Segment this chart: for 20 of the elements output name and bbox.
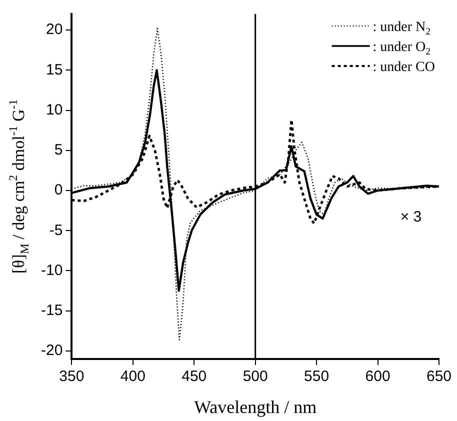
y-tick-label: -15 — [40, 302, 63, 319]
x-tick-label: 500 — [242, 368, 268, 386]
x-tick-label: 450 — [182, 368, 207, 386]
x-axis-title: Wavelength / nm — [194, 397, 317, 417]
y-tick-label: 10 — [46, 101, 63, 118]
y-tick-label: -5 — [49, 222, 63, 239]
y-tick-label: 15 — [46, 61, 63, 78]
y-axis-title: [θ]M / deg cm2 dmol-1 G-1 — [6, 99, 32, 274]
y-tick-label: 0 — [54, 182, 63, 199]
y-tick-label: -10 — [40, 262, 63, 279]
y-tick-label: 5 — [54, 142, 63, 159]
y-tick-label: -20 — [40, 342, 63, 360]
x-tick-label: 650 — [426, 368, 452, 386]
x-tick-label: 400 — [120, 368, 146, 386]
legend-label: : under CO — [372, 60, 436, 75]
annotation: × 3 — [400, 208, 422, 226]
x-tick-label: 600 — [365, 368, 390, 386]
x-tick-label: 550 — [304, 368, 330, 386]
x-tick-label: 350 — [59, 368, 84, 386]
y-tick-label: 20 — [46, 21, 63, 38]
